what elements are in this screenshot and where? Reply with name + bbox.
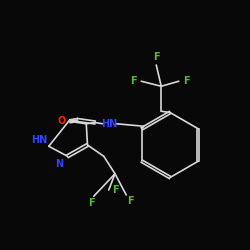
Text: HN: HN <box>100 119 117 129</box>
Text: F: F <box>153 52 160 62</box>
Text: F: F <box>112 185 119 195</box>
Text: O: O <box>58 116 66 126</box>
Text: N: N <box>55 159 63 169</box>
Text: F: F <box>127 196 133 206</box>
Text: F: F <box>88 198 94 208</box>
Text: F: F <box>183 76 190 86</box>
Text: HN: HN <box>30 135 47 145</box>
Text: F: F <box>130 76 137 86</box>
